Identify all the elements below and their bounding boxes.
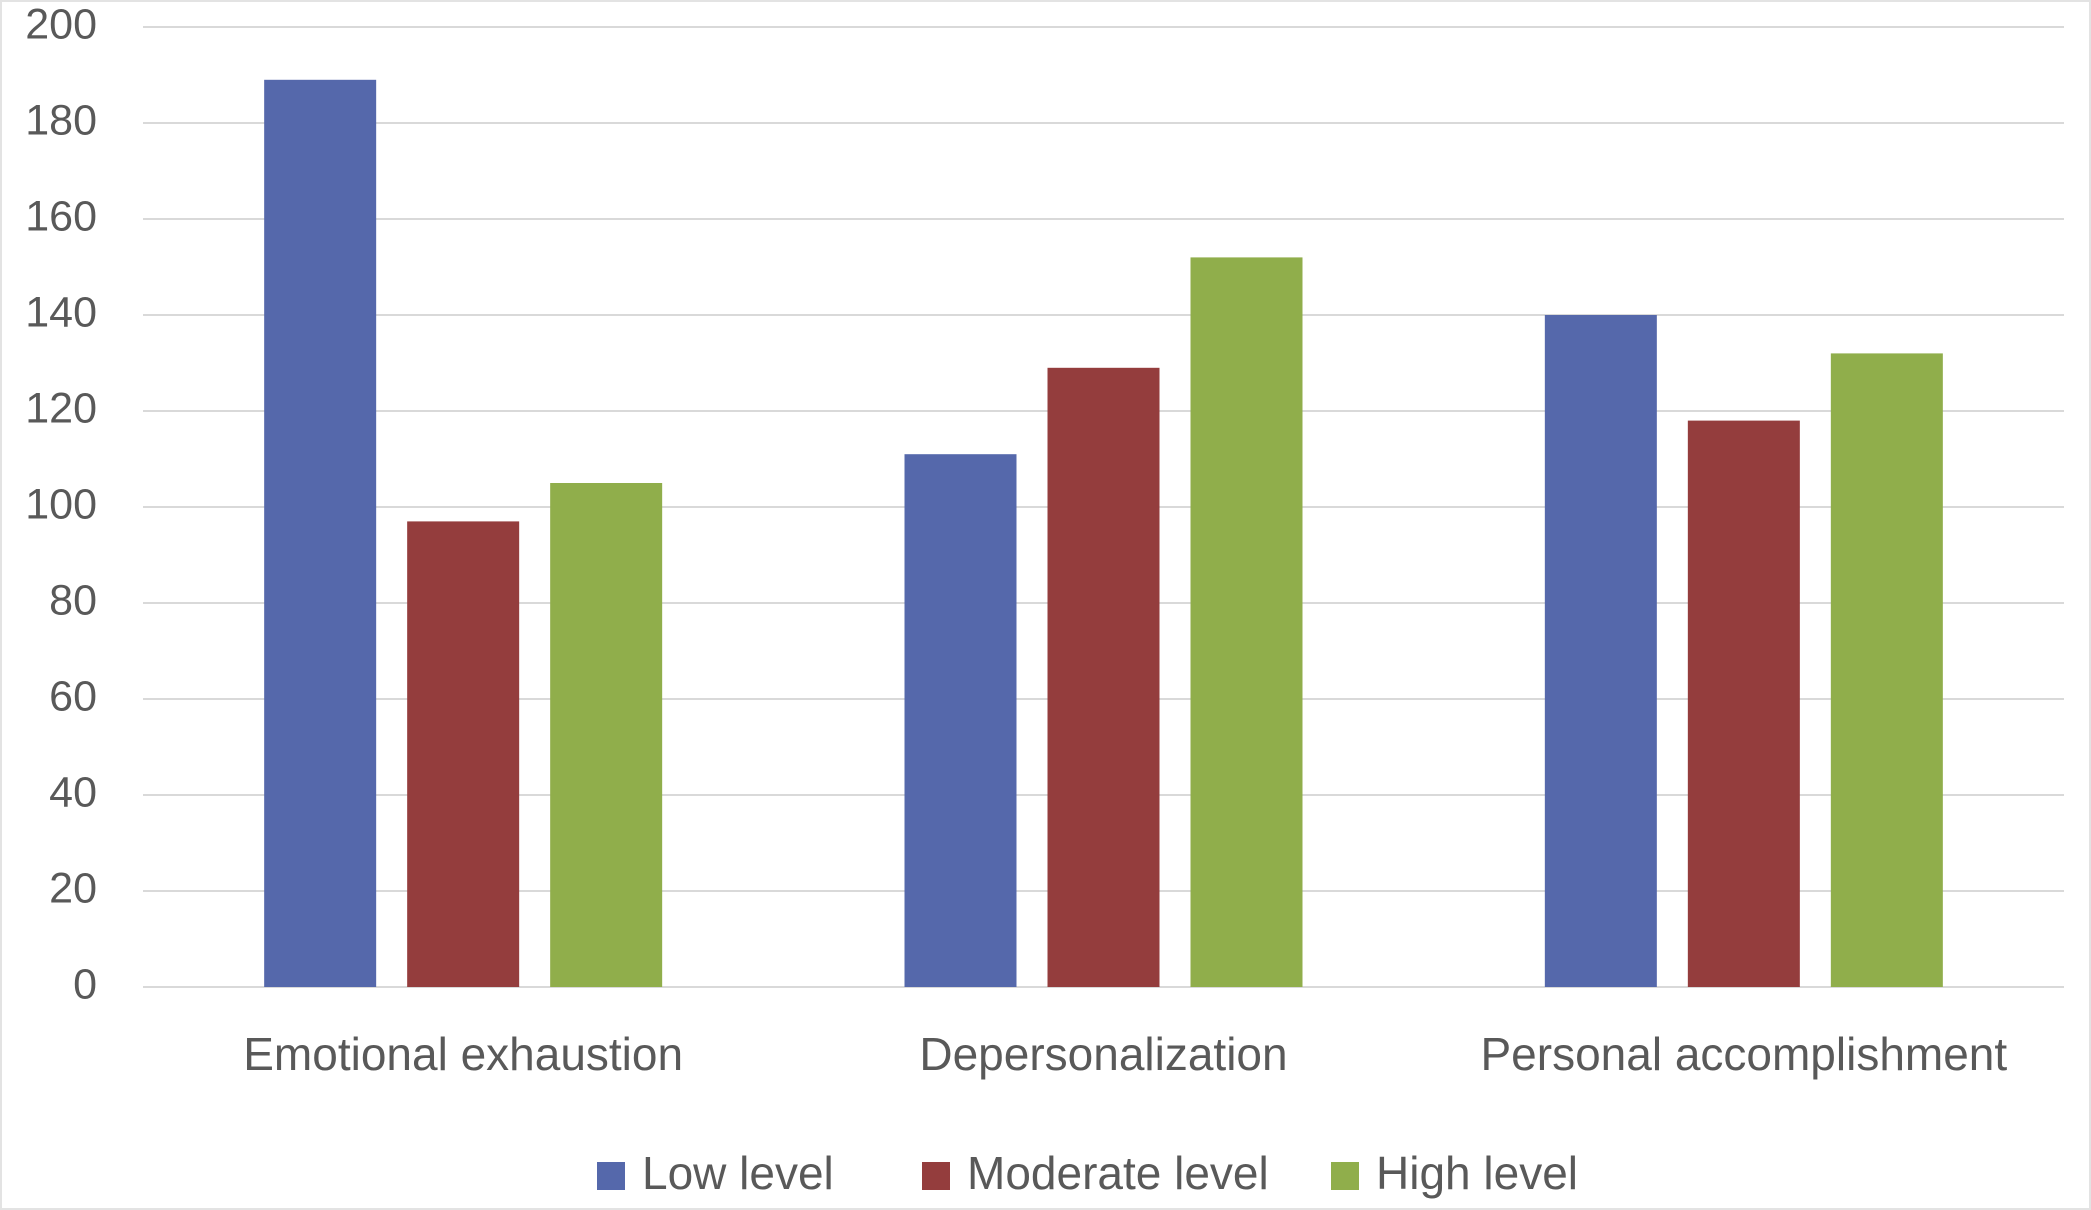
legend-swatch	[922, 1162, 950, 1190]
y-tick-label: 200	[25, 0, 97, 48]
legend-swatch	[1331, 1162, 1359, 1190]
bar	[1687, 420, 1800, 988]
y-tick-label: 20	[49, 864, 97, 912]
y-tick-label: 0	[73, 960, 97, 1008]
x-tick-label: Emotional exhaustion	[243, 1028, 683, 1080]
legend-label: High level	[1376, 1147, 1578, 1199]
legend-swatch	[597, 1162, 625, 1190]
y-tick-label: 180	[25, 96, 97, 144]
y-tick-label: 120	[25, 384, 97, 432]
y-tick-label: 80	[49, 576, 97, 624]
bar	[264, 79, 377, 988]
y-tick-label: 100	[25, 480, 97, 528]
legend-label: Moderate level	[967, 1147, 1269, 1199]
bar	[1830, 353, 1943, 987]
legend-label: Low level	[642, 1147, 834, 1199]
y-tick-label: 60	[49, 672, 97, 720]
bar	[904, 454, 1017, 987]
x-tick-label: Personal accomplishment	[1480, 1028, 2007, 1080]
bar	[550, 483, 663, 987]
bar	[1190, 257, 1303, 987]
bar	[1047, 367, 1160, 987]
bar	[407, 521, 520, 987]
y-tick-label: 140	[25, 288, 97, 336]
y-tick-label: 160	[25, 192, 97, 240]
bar	[1544, 315, 1657, 987]
y-tick-label: 40	[49, 768, 97, 816]
x-tick-label: Depersonalization	[919, 1028, 1287, 1080]
